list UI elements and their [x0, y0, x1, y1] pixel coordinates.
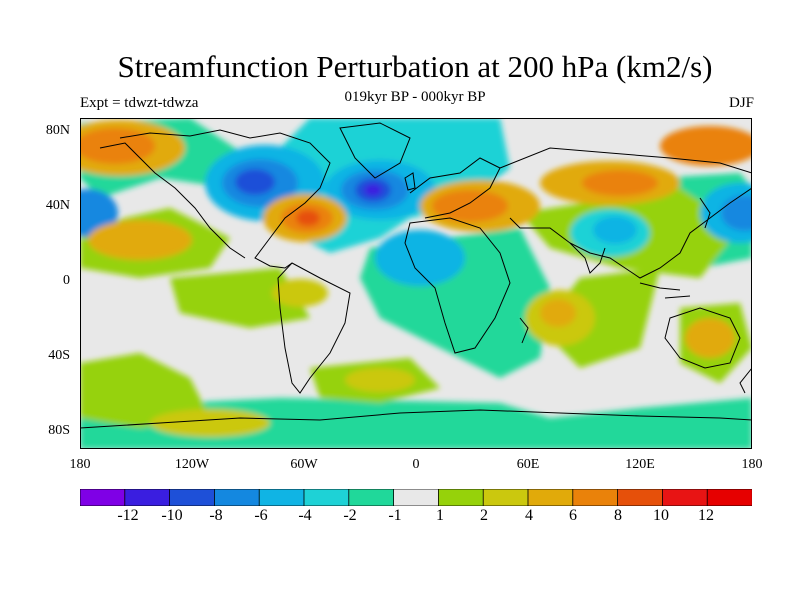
colorbar-swatch-9 [482, 489, 529, 506]
colorbar-swatch-13 [662, 489, 708, 506]
low-center-africa [375, 230, 465, 286]
lon-tick-60w: 60W [290, 457, 318, 472]
colorbar-swatch-14 [706, 489, 752, 506]
colorbar-label-8: 8 [614, 507, 622, 524]
colorbar-label-6: 6 [569, 507, 577, 524]
streamfunction-map [80, 118, 752, 449]
colorbar-label-10: 10 [653, 507, 669, 524]
lat-tick-80s: 80S [48, 423, 70, 438]
lon-tick-180w: 180 [69, 457, 91, 472]
colorbar-swatch-5 [303, 489, 350, 506]
coast-greenland [339, 122, 411, 179]
coast-madagascar [519, 317, 529, 344]
colorbar-label-neg2: -2 [343, 507, 357, 524]
high-center-europe-inner [432, 190, 508, 222]
lon-tick-180e: 180 [741, 457, 763, 472]
season-label: DJF [728, 95, 754, 111]
contour-band-yellowgreen-5 [80, 353, 210, 428]
high-center-indian-ocean-inner [540, 299, 576, 327]
coast-south-america [277, 262, 351, 394]
coast-north-america [119, 129, 331, 269]
coast-india [569, 242, 606, 274]
high-center-south-atlantic [345, 368, 415, 392]
colorbar-swatch-8 [437, 489, 484, 506]
colorbar [80, 489, 752, 506]
colorbar-swatch-12 [617, 489, 664, 506]
colorbar-label-12: 12 [698, 507, 714, 524]
low-center-north-america-core [235, 169, 275, 195]
colorbar-swatch-0 [80, 489, 126, 506]
high-center-southern-ocean [150, 409, 270, 437]
low-center-atlantic-eye [364, 184, 382, 196]
coast-uk [404, 172, 416, 191]
colorbar-swatch-4 [258, 489, 305, 506]
lat-tick-40s: 40S [48, 348, 70, 363]
colorbar-swatch-2 [169, 489, 216, 506]
colorbar-swatch-3 [213, 489, 260, 506]
high-center-australia [685, 318, 735, 358]
map-title: Streamfunction Perturbation at 200 hPa (… [117, 49, 713, 84]
lat-tick-40n: 40N [45, 198, 70, 213]
colorbar-label-neg12: -12 [117, 507, 139, 524]
colorbar-swatch-7 [393, 489, 440, 506]
coast-australia [664, 307, 741, 369]
colorbar-label-1: 1 [436, 507, 444, 524]
colorbar-label-neg10: -10 [161, 507, 183, 524]
high-center-subtropical-pacific [88, 220, 192, 260]
lon-tick-120w: 120W [174, 457, 210, 472]
colorbar-label-neg4: -4 [298, 507, 312, 524]
coast-antarctica [80, 409, 752, 429]
coastlines [80, 122, 752, 429]
coast-africa [404, 217, 511, 354]
coast-indonesia [639, 282, 691, 299]
colorbar-label-2: 2 [480, 507, 488, 524]
experiment-label: Expt = tdwzt-tdwza [80, 95, 199, 111]
colorbar-swatch-1 [124, 489, 171, 506]
map-frame [80, 118, 752, 449]
colorbar-label-neg8: -8 [209, 507, 223, 524]
lat-tick-0: 0 [63, 273, 70, 288]
high-center-east-us-core [296, 210, 320, 226]
colorbar-swatch-6 [348, 489, 395, 506]
lon-tick-60e: 60E [516, 457, 540, 472]
colorbar-swatch-10 [527, 489, 574, 506]
map-subtitle: 019kyr BP - 000kyr BP [344, 89, 486, 105]
contour-band-green-3 [80, 398, 752, 449]
lat-tick-80n: 80N [45, 123, 70, 138]
high-center-arctic-pacific [660, 126, 752, 166]
high-center-siberia-inner [582, 170, 658, 196]
contour-band-yellowgreen-2 [170, 268, 310, 328]
coast-asia [499, 147, 752, 279]
colorbar-swatch-11 [572, 489, 619, 506]
lon-tick-0: 0 [412, 457, 420, 472]
coast-japan [699, 197, 711, 229]
high-center-north-pacific-inner [80, 128, 155, 164]
colorbar-label-4: 4 [525, 507, 533, 524]
coast-new-zealand [739, 367, 752, 394]
colorbar-label-neg1: -1 [388, 507, 402, 524]
high-center-south-america [272, 279, 328, 307]
low-center-asia-inner [593, 216, 637, 244]
colorbar-label-neg6: -6 [254, 507, 268, 524]
coast-alaska [99, 142, 246, 259]
lon-tick-120e: 120E [625, 457, 655, 472]
